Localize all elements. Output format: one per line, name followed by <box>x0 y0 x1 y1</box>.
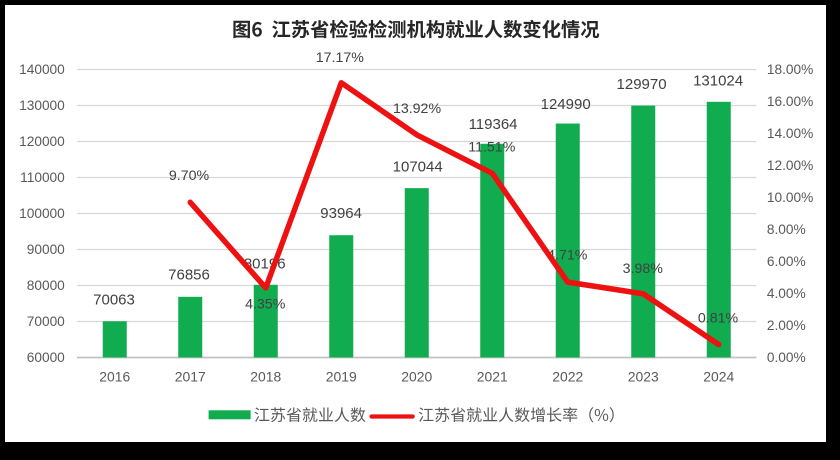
svg-text:14.00%: 14.00% <box>767 126 813 141</box>
svg-text:93964: 93964 <box>320 205 362 222</box>
svg-text:100000: 100000 <box>19 206 65 221</box>
svg-text:0.81%: 0.81% <box>698 311 739 327</box>
svg-text:60000: 60000 <box>27 350 65 365</box>
svg-text:80000: 80000 <box>27 278 65 293</box>
svg-text:124990: 124990 <box>541 96 591 113</box>
svg-text:140000: 140000 <box>19 62 65 77</box>
svg-text:2024: 2024 <box>703 369 734 385</box>
svg-text:18.00%: 18.00% <box>767 62 813 77</box>
svg-text:2023: 2023 <box>628 369 659 385</box>
svg-text:17.17%: 17.17% <box>316 50 365 66</box>
svg-text:8.00%: 8.00% <box>767 222 806 237</box>
svg-text:2018: 2018 <box>250 369 281 385</box>
svg-text:10.00%: 10.00% <box>767 190 813 205</box>
svg-text:2021: 2021 <box>477 369 508 385</box>
svg-text:4.00%: 4.00% <box>767 286 806 301</box>
svg-text:2.00%: 2.00% <box>767 318 806 333</box>
svg-text:3.98%: 3.98% <box>623 261 664 277</box>
svg-text:90000: 90000 <box>27 242 65 257</box>
svg-text:4.35%: 4.35% <box>245 296 286 312</box>
svg-text:2022: 2022 <box>552 369 583 385</box>
svg-text:107044: 107044 <box>393 159 443 176</box>
svg-text:16.00%: 16.00% <box>767 94 813 109</box>
svg-text:13.92%: 13.92% <box>393 101 442 117</box>
svg-text:2016: 2016 <box>99 369 130 385</box>
svg-text:129970: 129970 <box>617 76 667 93</box>
svg-text:12.00%: 12.00% <box>767 158 813 173</box>
svg-text:119364: 119364 <box>469 116 518 133</box>
svg-text:70063: 70063 <box>93 292 135 309</box>
svg-text:131024: 131024 <box>693 73 743 90</box>
svg-text:120000: 120000 <box>19 134 65 149</box>
svg-text:6.00%: 6.00% <box>767 254 806 269</box>
svg-text:2020: 2020 <box>401 369 432 385</box>
svg-text:2017: 2017 <box>175 369 206 385</box>
svg-text:110000: 110000 <box>20 170 65 185</box>
svg-text:130000: 130000 <box>19 98 65 113</box>
svg-text:2019: 2019 <box>326 369 357 385</box>
svg-text:9.70%: 9.70% <box>169 168 210 184</box>
svg-text:11.51%: 11.51% <box>468 140 515 156</box>
svg-text:0.00%: 0.00% <box>767 350 806 365</box>
svg-text:4.71%: 4.71% <box>547 248 588 264</box>
svg-text:76856: 76856 <box>168 266 210 283</box>
svg-text:70000: 70000 <box>27 314 65 329</box>
